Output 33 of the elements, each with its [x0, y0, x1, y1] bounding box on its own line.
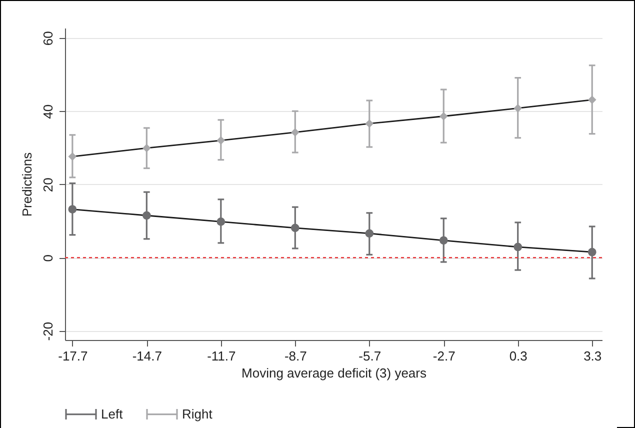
y-tick-label: 40	[40, 104, 56, 119]
y-tick-label: 20	[40, 178, 56, 192]
x-tick-label: -5.7	[358, 348, 382, 364]
y-tick-label: -20	[40, 322, 56, 341]
x-tick-label: -14.7	[132, 348, 162, 364]
point	[588, 248, 596, 256]
x-tick-label: 3.3	[584, 348, 602, 364]
x-tick-label: -11.7	[207, 348, 236, 364]
x-tick-label: -17.7	[58, 348, 88, 364]
point	[142, 211, 151, 220]
point	[365, 229, 374, 238]
point	[588, 96, 596, 104]
point	[290, 128, 300, 137]
point	[514, 242, 522, 252]
legend-label: Right	[182, 406, 213, 422]
point	[68, 205, 77, 214]
x-axis-title: Moving average deficit (3) years	[242, 366, 427, 380]
point	[439, 112, 448, 120]
point	[142, 144, 151, 152]
point	[290, 224, 300, 232]
legend-label: Left	[101, 406, 124, 422]
x-tick-label: 0.3	[509, 348, 528, 364]
x-tick-label: -8.7	[284, 348, 307, 364]
x-tick-label: -2.7	[432, 348, 456, 364]
y-tick-label: 60	[40, 31, 56, 46]
point	[216, 136, 226, 145]
y-axis-title: Predictions	[20, 152, 34, 217]
point	[439, 236, 448, 245]
point	[68, 152, 77, 161]
y-tick-label: 0	[40, 254, 56, 262]
point	[365, 119, 374, 128]
point	[514, 104, 522, 112]
point	[216, 218, 226, 226]
